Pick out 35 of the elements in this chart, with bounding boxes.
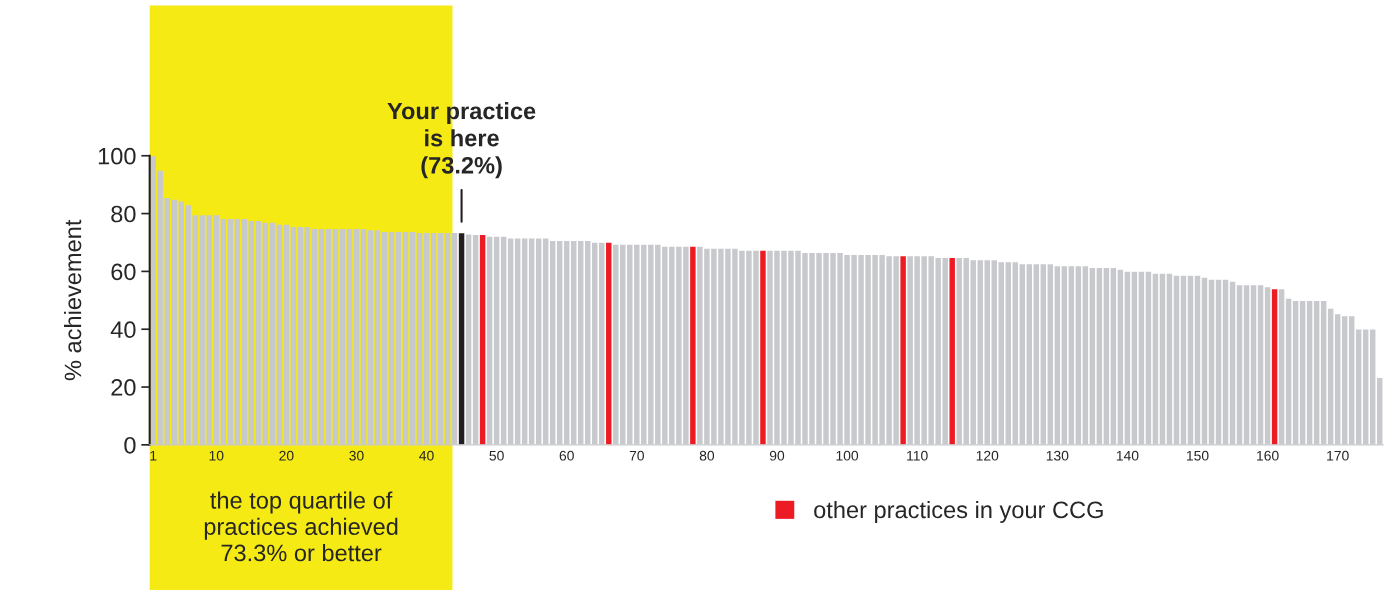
bar (690, 246, 696, 445)
x-tick-label: 90 (769, 450, 785, 461)
x-tick-label: 140 (1116, 450, 1139, 461)
y-tick-label: 60 (111, 263, 136, 281)
x-tick-label: 60 (559, 450, 574, 461)
bar (949, 258, 955, 445)
x-tick-label: 70 (629, 450, 644, 461)
bar (1271, 289, 1278, 445)
bar (458, 233, 465, 445)
bar (900, 256, 906, 445)
y-tick-label: 40 (110, 321, 136, 339)
x-tick-label: 1 (150, 450, 157, 461)
bar (479, 234, 486, 445)
y-tick-label: 80 (111, 205, 136, 223)
x-tick-label: 100 (836, 450, 859, 461)
x-tick-label: 120 (976, 450, 999, 461)
y-tick-label: 0 (124, 436, 136, 454)
y-tick-label: 100 (98, 147, 136, 165)
x-tick-label: 10 (209, 450, 224, 461)
legend-label: other practices in your CCG (814, 500, 1103, 523)
x-tick-label: 110 (907, 450, 928, 461)
x-tick-label: 40 (419, 450, 434, 461)
x-tick-label: 160 (1257, 450, 1279, 461)
x-tick-label: 80 (699, 450, 715, 461)
y-tick-label: 20 (111, 379, 136, 396)
x-tick-label: 150 (1186, 450, 1209, 461)
y-axis-title: % achievement (63, 219, 82, 381)
x-tick-label: 20 (279, 450, 294, 461)
bar (760, 250, 766, 445)
x-tick-label: 130 (1046, 450, 1069, 461)
x-tick-label: 30 (349, 450, 364, 461)
band-label: the top quartile of practices achieved 73.3% or better (204, 491, 398, 562)
x-tick-label: 170 (1327, 450, 1349, 461)
bar (606, 242, 612, 445)
x-tick-label: 50 (489, 450, 504, 461)
